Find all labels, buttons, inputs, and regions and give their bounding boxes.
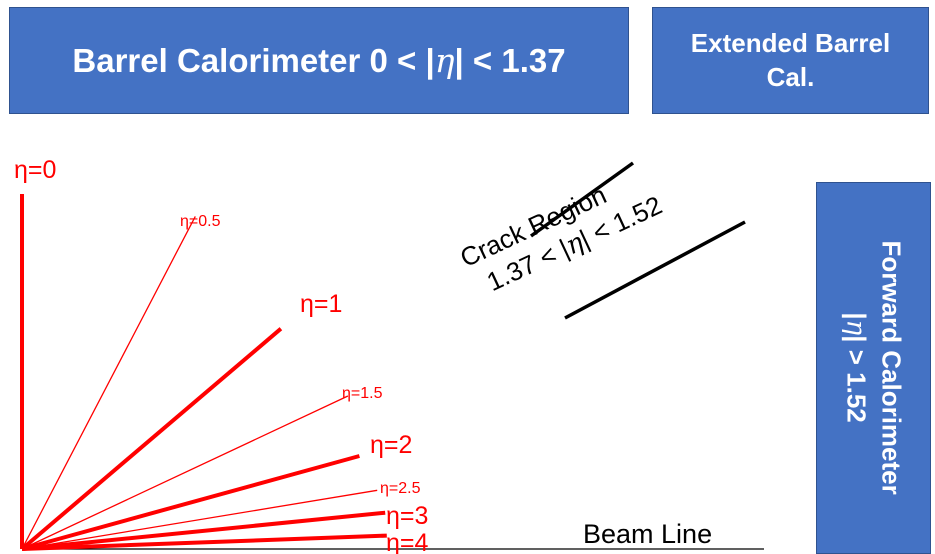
eta-label-0-5: η=0.5: [180, 213, 221, 230]
eta-line-2-5: [21, 489, 378, 550]
eta-line-2: [21, 454, 360, 551]
eta-line-4: [21, 533, 387, 551]
eta-line-3: [21, 510, 386, 551]
eta-label-2: η=2: [370, 431, 412, 459]
eta-label-4: η=4: [386, 529, 429, 554]
barrel-calorimeter-box: Barrel Calorimeter 0 < |η| < 1.37: [9, 7, 629, 114]
barrel-label: Barrel Calorimeter 0 < |η| < 1.37: [72, 41, 566, 80]
forward-calorimeter-box: Forward Calorimeter |η| > 1.52: [816, 182, 931, 554]
eta-label-3: η=3: [386, 502, 428, 530]
crack-boundary-lower: [564, 220, 746, 320]
extended-label-line1: Extended Barrel: [690, 27, 891, 58]
eta-line-1-5: [21, 395, 349, 550]
crack-boundary-upper: [529, 161, 635, 238]
eta-label-1: η=1: [300, 290, 342, 318]
eta-label-2-5: η=2.5: [380, 480, 421, 497]
eta-label-0: η=0: [14, 156, 56, 184]
eta-label-1-5: η=1.5: [342, 385, 383, 402]
beam-line-label: Beam Line: [583, 519, 713, 549]
extended-barrel-box: Extended Barrel Cal.: [652, 7, 929, 114]
eta-line-1: [20, 327, 283, 551]
extended-label-line2: Cal.: [766, 61, 815, 92]
eta-line-0-5: [21, 216, 196, 550]
